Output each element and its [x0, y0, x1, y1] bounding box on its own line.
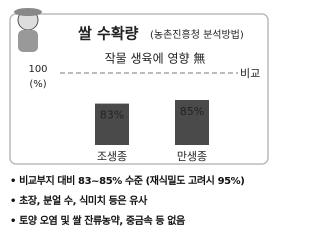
page: 쌀 수확량 (농촌진흥청 분석방법) 작물 생육에 영향 無 (%) 비교 10… [0, 0, 278, 240]
bullet-text: 토양 오염 및 쌀 잔류농약, 중금속 등 없음 [19, 216, 185, 227]
value-label: 83% [100, 109, 124, 122]
chart-title: 쌀 수확량 [78, 25, 139, 43]
reference-label: 비교 [240, 67, 260, 80]
y-axis-label: (%) [29, 79, 46, 90]
x-tick-label: 조생종 [97, 150, 127, 163]
x-tick-label: 만생종 [177, 150, 207, 163]
bullet: • 토양 오염 및 쌀 잔류농약, 중금속 등 없음 [10, 212, 185, 227]
value-label: 85% [180, 105, 204, 118]
annotation: 작물 생육에 영향 無 [105, 51, 206, 66]
bullet-text: 초장, 분얼 수, 식미치 등은 유사 [19, 196, 147, 207]
y-tick-label: 100 [28, 64, 47, 75]
bullet: • 비교부지 대비 83~85% 수준 (재식밀도 고려시 95%) [10, 172, 244, 187]
bullet-text: 비교부지 대비 83~85% 수준 (재식밀도 고려시 95%) [19, 176, 244, 187]
bullet: • 초장, 분얼 수, 식미치 등은 유사 [10, 192, 147, 207]
chart-subtitle: (농촌진흥청 분석방법) [150, 28, 244, 41]
